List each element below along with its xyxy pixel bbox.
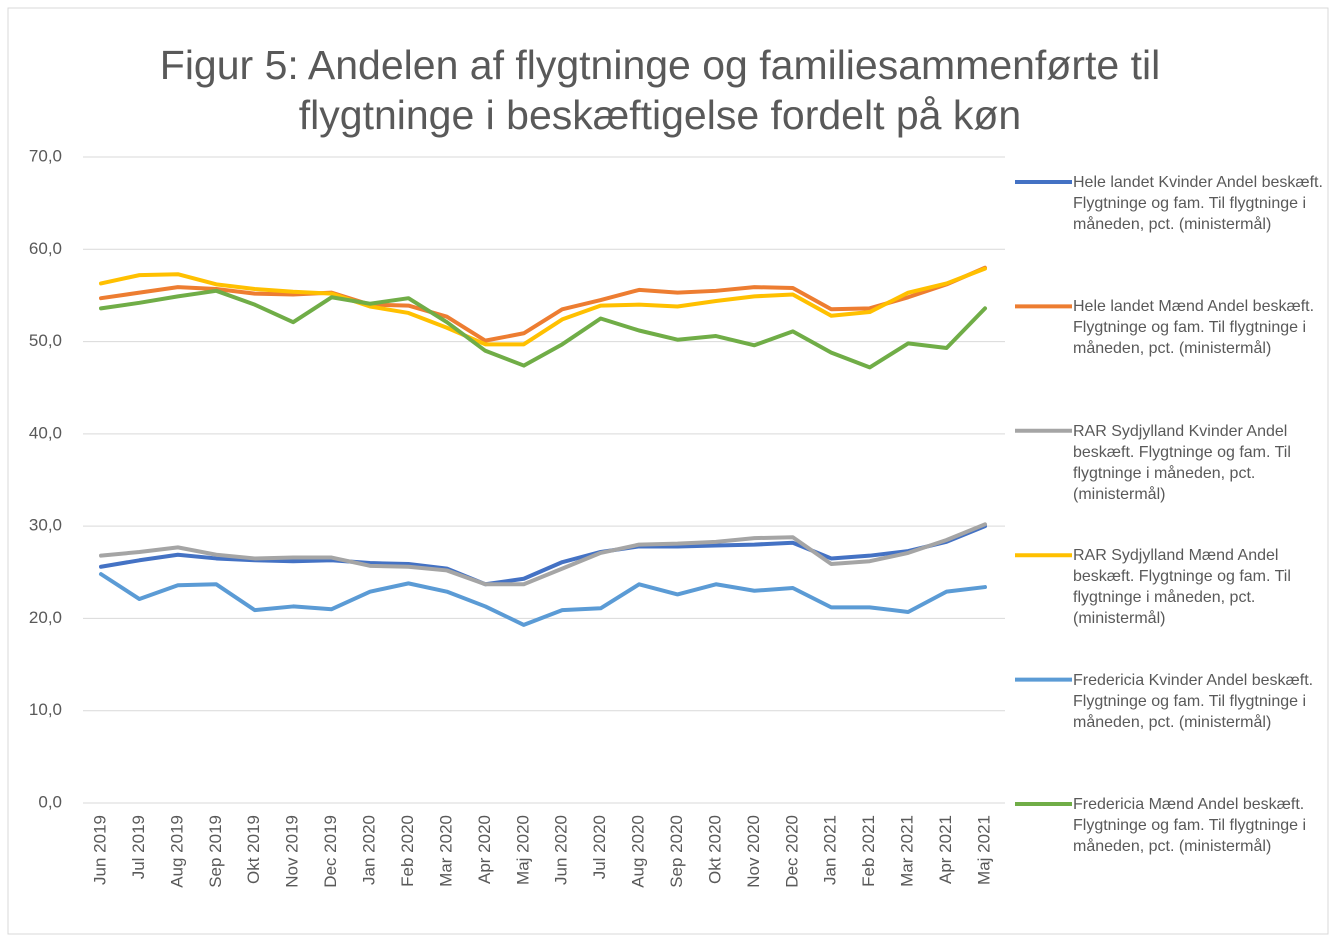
legend-label: RAR Sydjylland Mænd Andel beskæft. Flygt… bbox=[1073, 547, 1291, 628]
legend-label: RAR Sydjylland Kvinder Andel beskæft. Fl… bbox=[1073, 422, 1291, 503]
x-tick-label: Apr 2021 bbox=[936, 815, 955, 884]
x-tick-label: Dec 2020 bbox=[782, 815, 801, 888]
line-series bbox=[99, 288, 987, 370]
x-tick-label: Nov 2019 bbox=[283, 815, 302, 888]
chart-border bbox=[7, 7, 1329, 935]
chart-title: Figur 5: Andelen af flygtninge og famili… bbox=[159, 42, 1161, 138]
x-tick-label: Okt 2019 bbox=[244, 815, 263, 884]
x-tick-label: Jul 2019 bbox=[129, 815, 148, 879]
x-tick-label: Jul 2020 bbox=[590, 815, 609, 879]
line-series bbox=[99, 522, 987, 587]
line-series bbox=[99, 524, 987, 587]
x-tick-label: Dec 2019 bbox=[321, 815, 340, 888]
y-tick-label: 10,0 bbox=[29, 700, 62, 719]
line-series bbox=[99, 265, 987, 343]
x-tick-label: Mar 2021 bbox=[898, 815, 917, 887]
x-tick-label: Apr 2020 bbox=[475, 815, 494, 884]
legend-label: Hele landet Kvinder Andel beskæft. Flygt… bbox=[1073, 174, 1323, 233]
y-tick-label: 40,0 bbox=[29, 423, 62, 442]
x-tick-label: Okt 2020 bbox=[705, 815, 724, 884]
legend-label: Fredericia Kvinder Andel beskæft. Flygtn… bbox=[1073, 671, 1314, 731]
x-tick-label: Aug 2020 bbox=[629, 815, 648, 888]
x-tick-label: Sep 2020 bbox=[667, 815, 686, 888]
x-tick-label: Jan 2020 bbox=[360, 815, 379, 885]
x-tick-label: Maj 2020 bbox=[513, 815, 532, 885]
x-tick-label: Jan 2021 bbox=[821, 815, 840, 885]
x-tick-label: Jun 2019 bbox=[90, 815, 109, 885]
x-tick-label: Maj 2021 bbox=[974, 815, 993, 885]
line-series bbox=[99, 572, 987, 627]
y-tick-label: 50,0 bbox=[29, 331, 62, 350]
x-tick-label: Aug 2019 bbox=[167, 815, 186, 888]
x-tick-label: Mar 2020 bbox=[436, 815, 455, 887]
x-tick-label: Feb 2021 bbox=[859, 815, 878, 887]
y-tick-label: 60,0 bbox=[29, 239, 62, 258]
y-tick-label: 30,0 bbox=[29, 516, 62, 535]
line-series bbox=[99, 266, 987, 347]
legend-label: Fredericia Mænd Andel beskæft. Flygtning… bbox=[1073, 796, 1307, 855]
legend-label: Hele landet Mænd Andel beskæft. Flygtnin… bbox=[1073, 298, 1315, 358]
x-tick-label: Nov 2020 bbox=[744, 815, 763, 888]
x-tick-label: Feb 2020 bbox=[398, 815, 417, 887]
x-tick-label: Sep 2019 bbox=[206, 815, 225, 888]
y-tick-label: 20,0 bbox=[29, 608, 62, 627]
y-tick-label: 0,0 bbox=[38, 792, 62, 811]
x-tick-label: Jun 2020 bbox=[552, 815, 571, 885]
y-tick-label: 70,0 bbox=[29, 146, 62, 165]
